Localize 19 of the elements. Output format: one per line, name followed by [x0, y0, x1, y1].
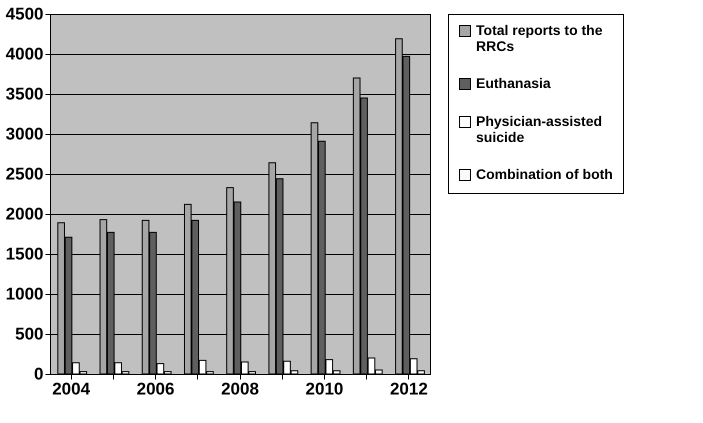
x-tick-label: 2004	[52, 380, 91, 398]
x-tick-label: 2006	[136, 380, 174, 398]
legend-label: Physician-assisted suicide	[476, 113, 602, 145]
y-tick-label: 2000	[6, 204, 44, 224]
x-tick-label: 2012	[390, 380, 428, 398]
y-tick-label: 1000	[6, 284, 44, 304]
y-tick-label: 1500	[6, 244, 44, 264]
legend-label: Combination of both	[476, 166, 613, 182]
y-tick-label: 2500	[6, 164, 44, 184]
y-tick-label: 3000	[6, 124, 44, 144]
legend-label: Total reports to the RRCs	[476, 22, 603, 54]
y-tick-label: 0	[34, 364, 44, 384]
y-tick-label: 500	[15, 324, 44, 344]
y-tick-label: 4000	[6, 44, 44, 64]
x-tick-label: 2008	[221, 380, 259, 398]
legend-label: Euthanasia	[476, 75, 551, 91]
x-tick-label: 2010	[306, 380, 344, 398]
y-tick-label: 3500	[6, 84, 44, 104]
y-tick-label: 4500	[6, 4, 44, 24]
